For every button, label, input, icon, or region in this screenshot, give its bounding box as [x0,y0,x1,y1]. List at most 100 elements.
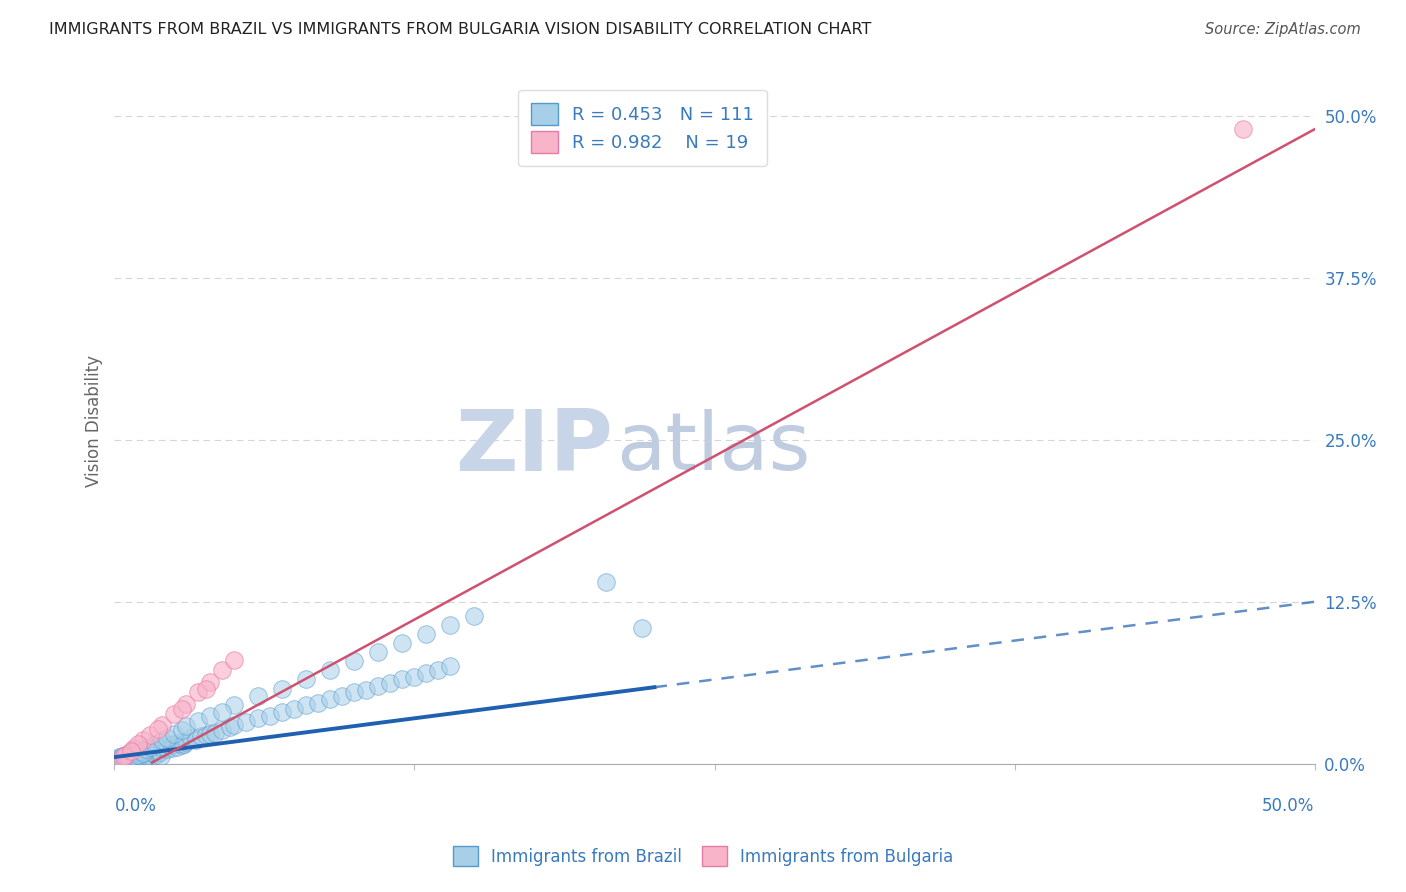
Point [439,618,461,632]
Text: 0.0%: 0.0% [114,797,156,814]
Point [120,745,142,759]
Point [235,715,257,730]
Point [120,746,142,760]
Point [176,719,198,733]
Point [380,676,402,690]
Point [118,750,141,764]
Point [173,737,195,751]
Point [247,690,270,704]
Point [110,753,132,767]
Point [143,745,166,759]
Point [211,664,233,678]
Point [271,681,294,696]
Point [194,728,217,742]
Point [163,727,186,741]
Point [110,750,132,764]
Point [295,698,318,713]
Point [176,734,198,748]
Point [121,748,143,763]
Point [112,748,135,763]
Point [187,685,209,699]
Point [149,745,172,759]
Point [153,739,176,754]
Point [139,728,162,742]
Point [122,744,145,758]
Point [108,750,131,764]
Point [166,739,188,754]
Text: IMMIGRANTS FROM BRAZIL VS IMMIGRANTS FROM BULGARIA VISION DISABILITY CORRELATION: IMMIGRANTS FROM BRAZIL VS IMMIGRANTS FRO… [49,22,872,37]
Point [307,696,329,710]
Point [194,681,217,696]
Point [127,750,149,764]
Point [367,679,389,693]
Point [114,753,136,767]
Point [127,737,149,751]
Point [163,737,186,751]
Point [160,741,183,756]
Point [224,653,246,667]
Point [120,744,142,758]
Point [391,636,413,650]
Point [211,723,233,737]
Point [156,742,179,756]
Point [259,708,281,723]
Point [125,745,148,759]
Point [415,665,437,680]
Point [319,664,342,678]
Point [427,664,450,678]
Point [139,741,162,756]
Point [135,748,157,763]
Point [115,747,138,762]
Point [211,705,233,719]
Point [271,705,294,719]
Point [152,741,174,756]
Point [156,731,179,745]
Point [143,737,166,751]
Point [112,751,135,765]
Point [404,670,426,684]
Point [110,751,132,765]
Point [152,718,174,732]
Point [129,744,152,758]
Point [200,727,222,741]
Point [146,746,169,760]
Point [105,753,128,767]
Legend: R = 0.453   N = 111, R = 0.982    N = 19: R = 0.453 N = 111, R = 0.982 N = 19 [519,90,766,166]
Point [131,747,153,762]
Point [124,747,146,762]
Point [200,675,222,690]
Point [150,748,173,763]
Point [152,733,174,747]
Point [112,748,135,763]
Point [127,747,149,762]
Point [180,731,202,745]
Point [132,733,155,747]
Point [115,747,138,762]
Point [135,742,157,756]
Point [631,621,654,635]
Point [343,685,366,699]
Point [129,745,152,759]
Point [159,739,181,753]
Point [132,746,155,760]
Point [190,730,212,744]
Point [283,702,305,716]
Point [138,747,160,762]
Point [110,748,132,763]
Point [141,746,163,760]
Point [107,754,129,768]
Point [117,751,139,765]
Point [391,673,413,687]
Point [139,739,162,754]
Point [319,691,342,706]
Point [118,750,141,764]
Point [111,751,134,765]
Point [184,733,207,747]
Point [439,659,461,673]
Point [143,742,166,756]
Point [127,742,149,756]
Legend: Immigrants from Brazil, Immigrants from Bulgaria: Immigrants from Brazil, Immigrants from … [446,839,960,873]
Point [145,747,167,762]
Point [356,682,378,697]
Point [142,744,165,758]
